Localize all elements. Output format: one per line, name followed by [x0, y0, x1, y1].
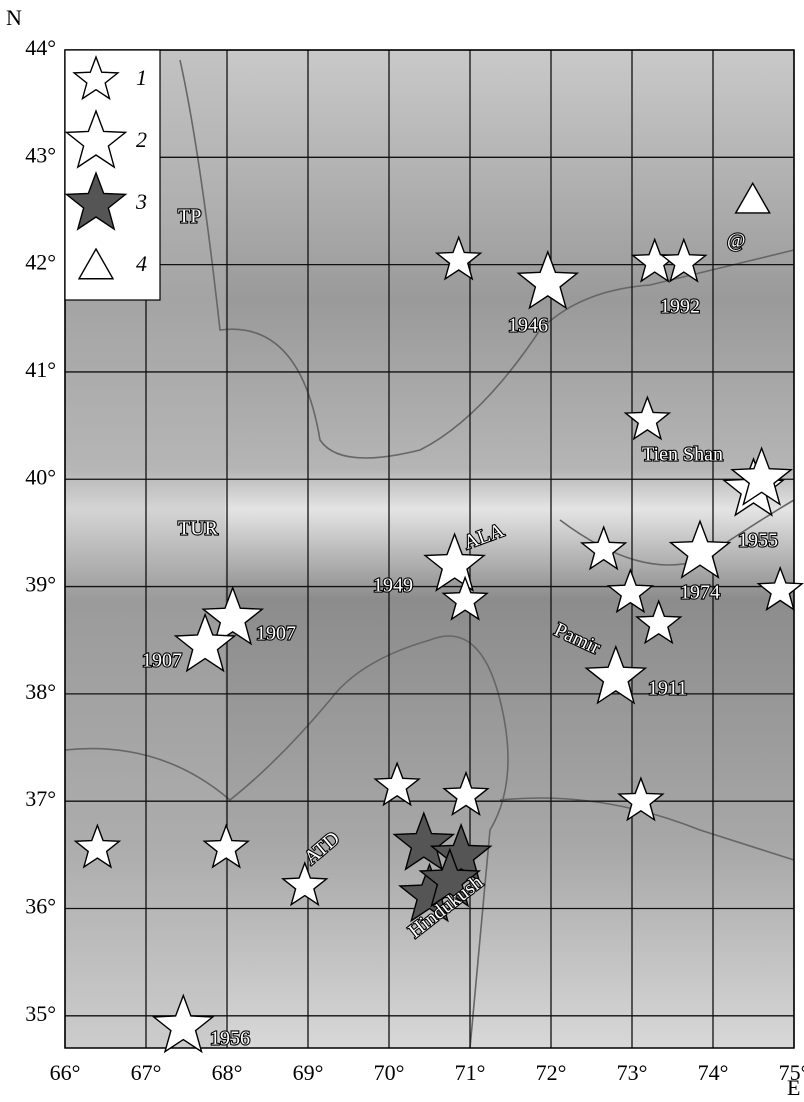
region-label: Tien Shan — [642, 444, 723, 466]
legend-label: 1 — [136, 65, 147, 90]
x-tick-label: 68° — [212, 1060, 243, 1085]
x-tick-label: 71° — [455, 1060, 486, 1085]
y-tick-label: 38° — [25, 679, 56, 704]
y-tick-label: 43° — [25, 142, 56, 167]
x-tick-label: 66° — [50, 1060, 81, 1085]
legend-label: 2 — [136, 127, 147, 152]
x-tick-label: 70° — [374, 1060, 405, 1085]
x-tick-label: 75° — [779, 1060, 804, 1085]
x-tick-label: 72° — [536, 1060, 567, 1085]
year-label: 1946 — [508, 315, 548, 337]
year-label: 1949 — [373, 575, 413, 597]
legend-label: 3 — [135, 189, 147, 214]
y-tick-label: 35° — [25, 1001, 56, 1026]
year-label: 1907 — [142, 650, 182, 672]
year-label: 1907 — [256, 623, 296, 645]
map-figure: TP TUR ALA ATD Tien Shan Pamir Hindukush… — [0, 0, 804, 1102]
y-tick-label: 42° — [25, 250, 56, 275]
y-tick-label: 37° — [25, 786, 56, 811]
year-label: 1956 — [210, 1028, 250, 1050]
y-tick-label: 40° — [25, 464, 56, 489]
y-axis-label: N — [6, 5, 22, 30]
year-label: 1911 — [648, 678, 687, 700]
y-tick-label: 36° — [25, 894, 56, 919]
y-tick-label: 41° — [25, 357, 56, 382]
year-label: 1955 — [738, 530, 778, 552]
year-label: 1974 — [680, 582, 720, 604]
region-label: TP — [178, 206, 201, 228]
legend-label: 4 — [136, 251, 147, 276]
y-tick-label: 39° — [25, 572, 56, 597]
x-tick-label: 74° — [698, 1060, 729, 1085]
y-tick-label: 44° — [25, 35, 56, 60]
region-label: TUR — [178, 518, 219, 540]
region-label: @ — [727, 230, 745, 252]
x-tick-label: 73° — [617, 1060, 648, 1085]
x-tick-label: 69° — [293, 1060, 324, 1085]
year-label: 1992 — [660, 296, 700, 318]
x-tick-label: 67° — [131, 1060, 162, 1085]
